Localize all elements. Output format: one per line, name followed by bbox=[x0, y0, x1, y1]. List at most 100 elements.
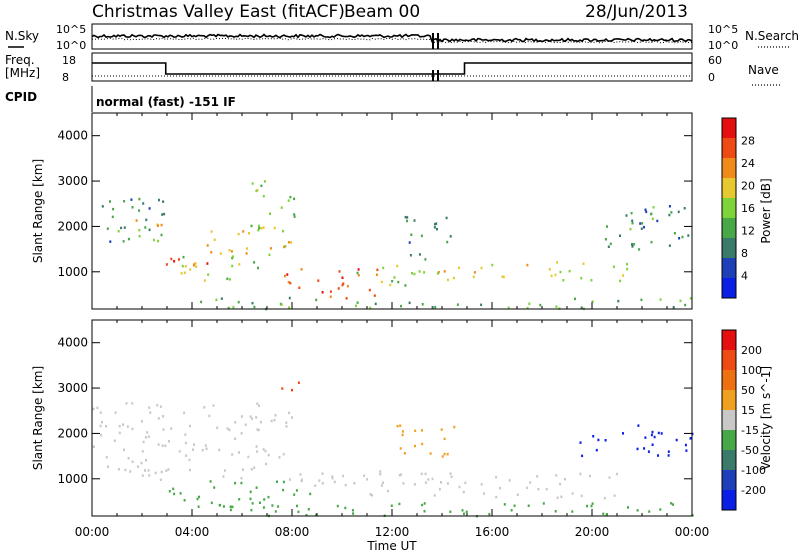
heatmap-cell bbox=[237, 300, 240, 304]
heatmap-cell bbox=[591, 300, 594, 303]
power-heatmap bbox=[101, 180, 692, 311]
heatmap-cell bbox=[643, 447, 646, 450]
heatmap-cell bbox=[295, 489, 298, 492]
heatmap-cell bbox=[300, 268, 303, 271]
heatmap-cell bbox=[590, 279, 593, 282]
heatmap-cell bbox=[281, 387, 284, 390]
heatmap-cell bbox=[219, 503, 221, 507]
nave-label: Nave bbox=[748, 63, 779, 77]
heatmap-cell bbox=[677, 210, 680, 214]
heatmap-cell bbox=[231, 256, 234, 260]
xtick-label: 12:00 bbox=[375, 525, 410, 539]
heatmap-cell bbox=[562, 279, 565, 282]
heatmap-cell bbox=[162, 428, 165, 431]
heatmap-cell bbox=[672, 306, 675, 309]
heatmap-cell bbox=[352, 512, 355, 515]
heatmap-cell bbox=[502, 275, 505, 279]
heatmap-cell bbox=[240, 415, 243, 418]
heatmap-cell bbox=[399, 447, 402, 450]
colorbar-frame bbox=[721, 117, 737, 299]
x-axis-label: Time UT bbox=[366, 539, 417, 553]
heatmap-cell bbox=[424, 258, 427, 261]
xtick-label: 00:00 bbox=[675, 525, 710, 539]
heatmap-cell bbox=[130, 198, 133, 201]
heatmap-cell bbox=[253, 305, 256, 309]
heatmap-cell bbox=[249, 490, 252, 494]
heatmap-cell bbox=[396, 424, 399, 428]
heatmap-cell bbox=[398, 474, 401, 477]
heatmap-cell bbox=[105, 425, 107, 428]
colorbar-segment bbox=[722, 138, 736, 159]
heatmap-cell bbox=[433, 494, 436, 497]
heatmap-cell bbox=[433, 226, 436, 229]
heatmap-cell bbox=[285, 425, 288, 428]
heatmap-cell bbox=[228, 428, 231, 432]
heatmap-cell bbox=[142, 202, 145, 205]
beam-title: Beam 00 bbox=[344, 2, 420, 22]
heatmap-cell bbox=[185, 454, 188, 457]
heatmap-cell bbox=[144, 226, 147, 229]
heatmap-cell bbox=[445, 216, 448, 220]
heatmap-cell bbox=[296, 504, 298, 508]
heatmap-cell bbox=[472, 275, 475, 279]
heatmap-cell bbox=[420, 472, 423, 476]
heatmap-cell bbox=[648, 510, 651, 513]
heatmap-cell bbox=[380, 280, 383, 284]
heatmap-cell bbox=[160, 470, 163, 474]
heatmap-cell bbox=[337, 287, 340, 290]
heatmap-cell bbox=[101, 205, 104, 208]
heatmap-cell bbox=[604, 439, 607, 442]
heatmap-cell bbox=[231, 453, 234, 456]
heatmap-cell bbox=[374, 302, 377, 306]
heatmap-cell bbox=[363, 474, 366, 477]
colorbar-segment bbox=[722, 238, 736, 259]
heatmap-cell bbox=[259, 420, 262, 424]
heatmap-cell bbox=[283, 245, 286, 249]
heatmap-cell bbox=[336, 504, 339, 508]
colorbar-tick-label: 15 bbox=[741, 404, 755, 417]
colorbar-segment bbox=[722, 370, 736, 391]
heatmap-cell bbox=[508, 479, 511, 482]
heatmap-cell bbox=[424, 481, 427, 484]
heatmap-cell bbox=[554, 510, 557, 513]
heatmap-cell bbox=[109, 240, 112, 243]
heatmap-cell bbox=[630, 211, 633, 215]
heatmap-cell bbox=[678, 237, 681, 240]
heatmap-cell bbox=[125, 402, 128, 405]
heatmap-cell bbox=[229, 508, 232, 512]
heatmap-cell bbox=[282, 480, 285, 484]
heatmap-cell bbox=[160, 233, 163, 237]
heatmap-cell bbox=[137, 465, 139, 468]
heatmap-cell bbox=[423, 510, 426, 513]
heatmap-cell bbox=[246, 247, 248, 250]
heatmap-cell bbox=[298, 286, 301, 289]
heatmap-cell bbox=[636, 447, 639, 451]
xtick-label: 00:00 bbox=[75, 525, 110, 539]
heatmap-cell bbox=[282, 229, 285, 233]
colorbar-tick-label: 16 bbox=[741, 202, 755, 215]
heatmap-cell bbox=[333, 480, 336, 484]
heatmap-cell bbox=[183, 499, 186, 502]
heatmap-cell bbox=[290, 241, 293, 244]
heatmap-cell bbox=[397, 280, 400, 284]
noise-right-tick-top: 10^5 bbox=[708, 23, 738, 36]
heatmap-cell bbox=[293, 213, 296, 216]
heatmap-cell bbox=[220, 297, 223, 300]
heatmap-cell bbox=[148, 406, 151, 409]
heatmap-cell bbox=[555, 474, 558, 477]
heatmap-cell bbox=[129, 470, 132, 473]
heatmap-cell bbox=[242, 230, 245, 233]
heatmap-cell bbox=[288, 411, 291, 415]
heatmap-cell bbox=[256, 428, 259, 431]
colorbar-segment bbox=[722, 218, 736, 239]
heatmap-cell bbox=[631, 219, 634, 222]
colorbar-tick-label: 200 bbox=[741, 344, 762, 357]
heatmap-cell bbox=[410, 233, 413, 236]
heatmap-cell bbox=[278, 456, 281, 459]
heatmap-cell bbox=[257, 428, 260, 432]
heatmap-cell bbox=[453, 425, 456, 429]
heatmap-cell bbox=[446, 452, 449, 456]
heatmap-cell bbox=[318, 479, 321, 482]
heatmap-cell bbox=[421, 429, 423, 432]
heatmap-cell bbox=[346, 284, 349, 288]
